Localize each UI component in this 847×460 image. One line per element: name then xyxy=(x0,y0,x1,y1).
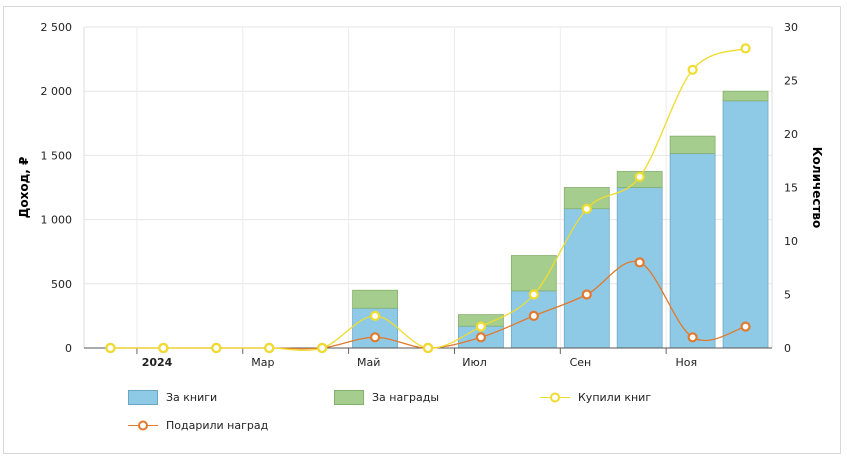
point-bought xyxy=(158,342,169,354)
y-right-tick-label: 30 xyxy=(784,21,798,34)
x-tick-label: Сен xyxy=(570,356,592,369)
point-gifted xyxy=(687,332,698,343)
legend-line-bought-icon xyxy=(540,392,570,403)
chart-frame xyxy=(3,6,841,454)
y-right-axis-title: Количество xyxy=(810,147,824,229)
y-left-axis-title: Доход, ₽ xyxy=(17,157,31,219)
x-tick-label: Ноя xyxy=(675,356,697,369)
point-bought xyxy=(264,342,275,354)
point-bought xyxy=(528,289,539,300)
y-left-tick-label: 0 xyxy=(65,342,72,355)
point-gifted xyxy=(581,289,592,300)
point-bought xyxy=(317,342,328,354)
point-bought xyxy=(105,342,116,354)
x-tick-label: Мар xyxy=(251,356,274,369)
point-bought xyxy=(634,171,645,182)
legend-item-books[interactable]: За книги xyxy=(128,390,217,405)
x-tick-label: Июл xyxy=(462,356,487,369)
y-right-tick-label: 20 xyxy=(784,128,798,141)
y-right-tick-label: 25 xyxy=(784,75,798,88)
y-right-tick-label: 5 xyxy=(784,289,791,302)
point-gifted xyxy=(475,332,487,343)
x-tick-label: 2024 xyxy=(142,356,173,369)
bar-books xyxy=(669,153,716,349)
point-bought xyxy=(581,203,592,214)
y-right-tick-label: 0 xyxy=(784,342,791,355)
point-bought xyxy=(422,342,434,354)
bar-books xyxy=(563,208,610,349)
point-bought xyxy=(211,342,222,354)
point-gifted xyxy=(634,257,645,268)
legend-label: За книги xyxy=(166,391,218,404)
x-tick-label: Май xyxy=(357,356,380,369)
legend-item-gifted[interactable]: Подарили наград xyxy=(128,418,268,433)
point-gifted xyxy=(369,332,381,343)
bar-awards xyxy=(510,255,557,292)
legend-line-gifted-icon xyxy=(128,420,158,431)
bar-awards xyxy=(352,289,398,309)
legend-label: Подарили наград xyxy=(166,419,269,432)
line-bought xyxy=(110,47,746,352)
y-right-tick-label: 10 xyxy=(784,235,798,248)
point-bought xyxy=(687,64,698,75)
point-bought xyxy=(475,321,487,332)
y-right-tick-label: 15 xyxy=(784,182,798,195)
point-bought xyxy=(369,310,381,321)
legend-label: Купили книг xyxy=(578,391,652,404)
y-left-tick-label: 1 000 xyxy=(41,214,73,227)
legend-item-awards[interactable]: За награды xyxy=(334,390,439,405)
legend-item-bought[interactable]: Купили книг xyxy=(540,390,651,405)
point-bought xyxy=(740,43,751,54)
bar-awards xyxy=(722,90,769,102)
y-left-tick-label: 2 500 xyxy=(41,21,73,34)
bar-awards xyxy=(669,135,716,154)
y-left-tick-label: 500 xyxy=(51,278,72,291)
legend-swatch-books xyxy=(128,390,158,405)
legend-label: За награды xyxy=(372,391,440,404)
point-gifted xyxy=(740,321,751,332)
legend-swatch-awards xyxy=(334,390,364,405)
y-left-tick-label: 1 500 xyxy=(41,149,73,162)
bar-books xyxy=(722,100,769,349)
y-left-tick-label: 2 000 xyxy=(41,85,73,98)
bar-books xyxy=(616,187,663,349)
point-gifted xyxy=(528,310,539,321)
